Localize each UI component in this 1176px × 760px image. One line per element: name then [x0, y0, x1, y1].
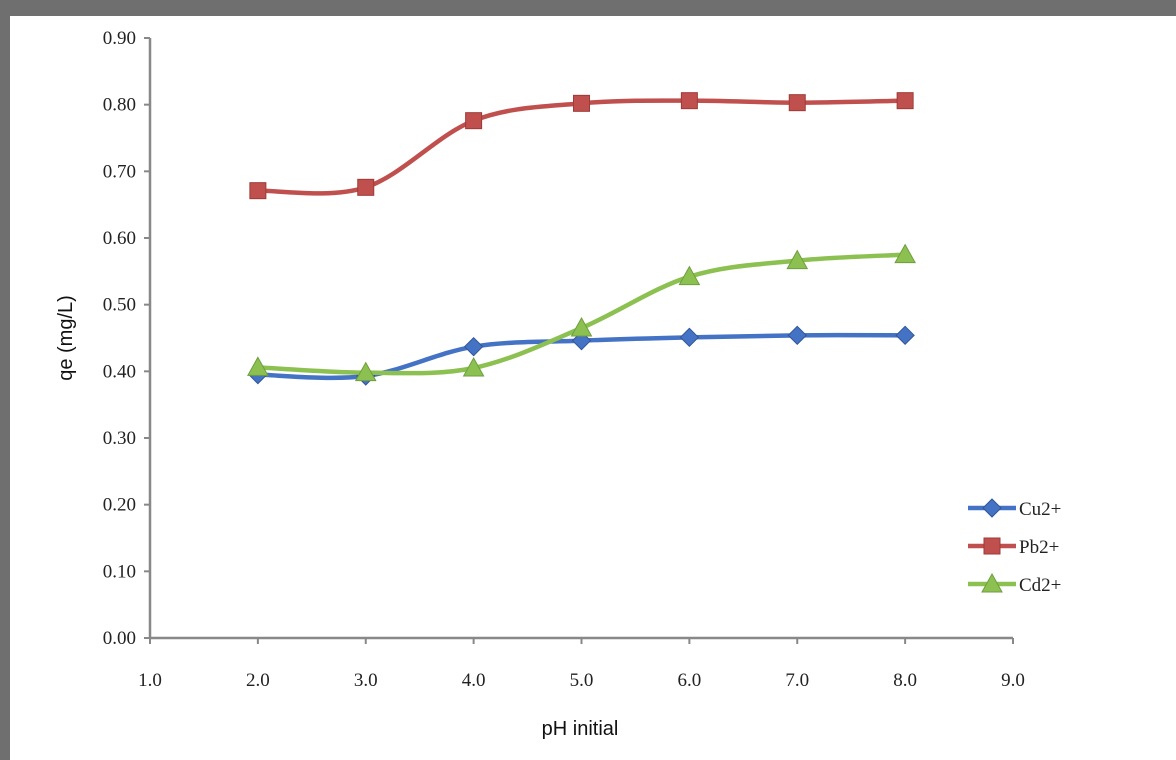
y-tick-label: 0.40 — [103, 361, 136, 382]
data-point-diamond — [787, 325, 807, 346]
legend: Cu2+ Pb2+ Cd2+ — [968, 498, 1061, 596]
series-line — [257, 252, 906, 376]
x-axis-title: pH initial — [542, 718, 619, 740]
data-point-square — [357, 178, 375, 196]
data-point-triangle — [462, 356, 485, 377]
data-point-square — [465, 112, 483, 130]
x-tick-label: 3.0 — [354, 670, 378, 691]
x-tick-label: 6.0 — [678, 670, 702, 691]
series-triangle-group — [247, 243, 916, 382]
series-square-group — [249, 92, 914, 200]
x-tick-label: 4.0 — [462, 670, 486, 691]
y-tick-label: 0.10 — [103, 561, 136, 582]
x-tick-label: 5.0 — [570, 670, 594, 691]
x-tick-label: 8.0 — [893, 670, 917, 691]
legend-label: Cu2+ — [1019, 499, 1061, 520]
x-tick-label: 1.0 — [138, 670, 162, 691]
legend-item: Pb2+ — [968, 537, 1059, 558]
legend-marker — [981, 572, 1003, 593]
legend-marker — [982, 498, 1002, 518]
data-point-square — [249, 182, 267, 200]
y-axis-title: qe (mg/L) — [55, 295, 77, 381]
data-point-diamond — [895, 325, 915, 346]
series-line — [257, 98, 906, 196]
data-point-triangle — [786, 249, 809, 270]
data-point-diamond — [679, 327, 700, 348]
y-tick-label: 0.00 — [103, 628, 136, 649]
x-tick-label: 2.0 — [246, 670, 270, 691]
data-point-square — [573, 94, 590, 112]
data-point-triangle — [894, 243, 916, 264]
y-tick-label: 0.90 — [103, 28, 136, 49]
data-point-triangle — [570, 316, 593, 337]
y-tick-label: 0.50 — [103, 295, 136, 316]
legend-marker — [983, 537, 1001, 555]
data-point-triangle — [247, 356, 269, 376]
y-tick-label: 0.60 — [103, 228, 136, 249]
x-tick-label: 9.0 — [1001, 670, 1025, 691]
data-point-square — [788, 94, 806, 112]
x-tick-label: 7.0 — [785, 670, 809, 691]
y-ticks: 0.00 0.10 0.20 0.30 0.40 0.50 0.60 0.70 0.80 0.90 — [103, 28, 150, 649]
legend-item: Cu2+ — [968, 498, 1061, 520]
y-tick-label: 0.80 — [103, 95, 136, 116]
data-point-diamond — [463, 336, 484, 357]
x-ticks: 1.0 2.0 3.0 4.0 5.0 6.0 7.0 8.0 9.0 — [138, 638, 1025, 691]
data-point-triangle — [678, 265, 701, 286]
data-point-square — [896, 92, 914, 110]
legend-label: Pb2+ — [1019, 537, 1059, 558]
data-point-triangle — [354, 361, 377, 382]
y-tick-label: 0.30 — [103, 428, 136, 449]
series-layer — [247, 92, 916, 386]
data-point-square — [680, 92, 698, 110]
y-tick-label: 0.20 — [103, 495, 136, 516]
legend-item: Cd2+ — [968, 572, 1061, 596]
y-tick-label: 0.70 — [103, 161, 136, 182]
legend-label: Cd2+ — [1019, 575, 1061, 596]
